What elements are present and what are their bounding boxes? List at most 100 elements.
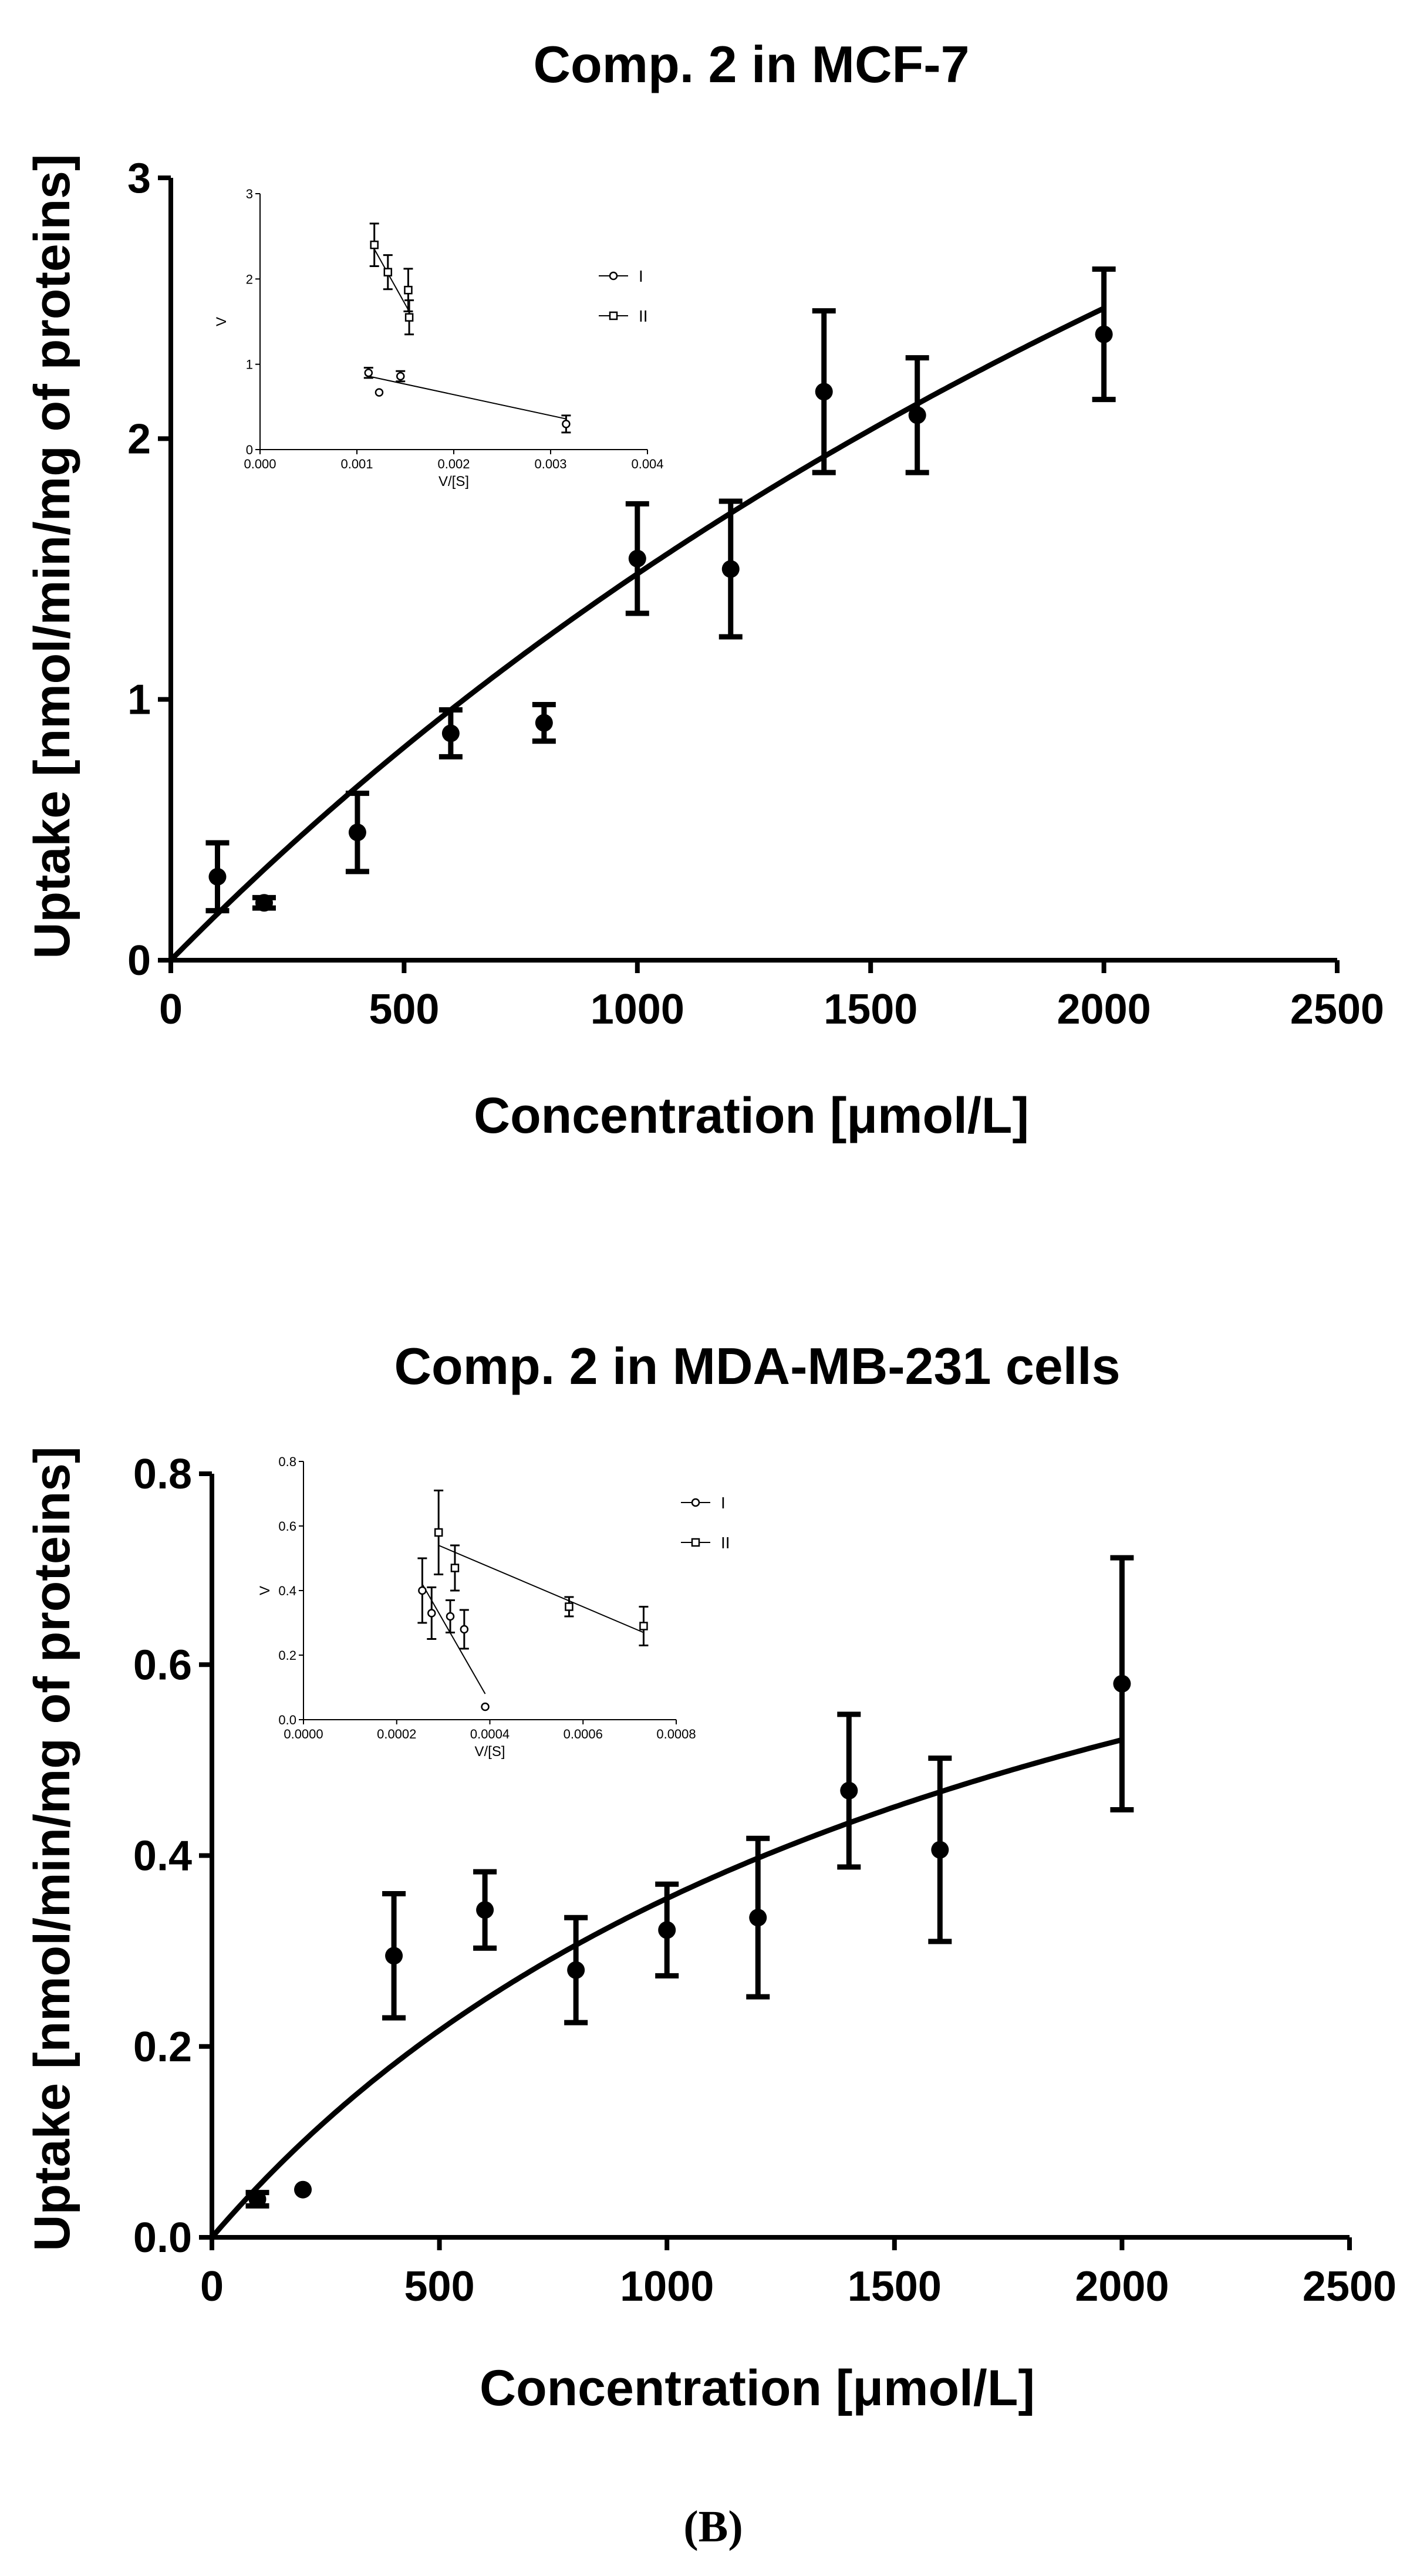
inset-x-tick-label: 0.002 [437, 457, 470, 471]
inset-x-tick-label: 0.0000 [284, 1727, 323, 1741]
inset-marker-circle [481, 1702, 490, 1711]
inset-x-tick-label: 0.0008 [656, 1727, 696, 1741]
x-axis-label: Concentration [μmol/L] [480, 2360, 1035, 2416]
data-point [438, 707, 463, 759]
data-marker [385, 1947, 403, 1965]
inset-marker-circle [427, 1609, 436, 1618]
y-tick-label: 2 [127, 416, 151, 462]
data-point [382, 1891, 406, 2021]
inset-regression-line [373, 248, 410, 312]
inset-x-tick-label: 0.0004 [470, 1727, 510, 1741]
y-tick-label: 3 [127, 155, 151, 202]
inset-regression-line [368, 376, 566, 420]
y-tick-label: 0.4 [133, 1833, 192, 1880]
inset-regression-line [438, 1545, 644, 1633]
data-point [205, 840, 230, 914]
data-point [718, 498, 743, 640]
x-tick-label: 1000 [620, 2263, 714, 2310]
y-tick-label: 0.8 [133, 1451, 192, 1498]
data-marker [628, 549, 646, 568]
data-marks [210, 1555, 1134, 2239]
inset-x-axis-label: V/[S] [438, 474, 469, 489]
y-tick-label: 0.0 [133, 2214, 192, 2261]
inset-y-tick-label: 1 [246, 357, 253, 372]
data-marker [931, 1841, 949, 1859]
x-tick-label: 1500 [848, 2263, 942, 2310]
data-marker [255, 894, 273, 912]
inset-y-tick-label: 0.0 [278, 1713, 296, 1727]
legend-label: I [721, 1494, 726, 1512]
inset-legend-entry: II [681, 1534, 730, 1552]
data-point [1092, 266, 1116, 403]
x-tick-label: 0 [159, 986, 183, 1033]
inset-series-i [417, 1557, 490, 1711]
inset-legend-entry: II [599, 307, 648, 325]
inset-marker-square [639, 1622, 648, 1630]
y-tick-label: 0 [127, 937, 151, 984]
inset-marker-circle [364, 368, 373, 377]
chart-mda-mb-231: Comp. 2 in MDA-MB-231 cells Concentratio… [24, 1337, 1396, 2416]
data-point [746, 1835, 770, 2000]
data-point [1110, 1555, 1134, 1812]
inset-x-tick-label: 0.0002 [377, 1727, 416, 1741]
inset-x-tick-label: 0.000 [244, 457, 276, 471]
inset-marker-square [370, 240, 379, 249]
inset-marker-circle [562, 420, 571, 428]
x-tick-label: 2500 [1290, 986, 1384, 1033]
x-tick-label: 0 [200, 2263, 224, 2310]
inset-marker-square [434, 1528, 443, 1537]
inset-y-tick-label: 0.8 [278, 1454, 296, 1469]
data-point [345, 791, 369, 875]
inset-legend-entry: I [681, 1494, 726, 1512]
data-point [812, 308, 836, 475]
inset-series-i [363, 366, 571, 434]
inset-x-tick-label: 0.0006 [564, 1727, 603, 1741]
data-marker [749, 1909, 767, 1927]
data-marker [441, 724, 460, 742]
data-point [928, 1755, 952, 1944]
legend-marker-circle [691, 1498, 700, 1507]
inset-x-tick-label: 0.004 [631, 457, 663, 471]
x-tick-label: 2000 [1075, 2263, 1169, 2310]
data-point [294, 2180, 312, 2199]
data-point [655, 1881, 679, 1979]
data-marker [294, 2180, 312, 2199]
inset-y-axis-label: V [214, 317, 230, 326]
inset-x-axis-label: V/[S] [474, 1744, 505, 1760]
legend-label: II [639, 307, 648, 325]
data-point [532, 702, 556, 744]
inset-y-tick-label: 0.4 [278, 1584, 296, 1598]
inset-eadie-hofstee-plot: 0.0000 0.0002 0.0004 0.0006 0.0008 0.0 0.2 0.4 0… [257, 1454, 730, 1760]
x-tick-label: 1500 [824, 986, 917, 1033]
x-axis-label: Concentration [μmol/L] [474, 1088, 1029, 1144]
data-marker [208, 867, 227, 886]
data-marker [535, 714, 553, 732]
inset-y-tick-label: 0.2 [278, 1648, 296, 1663]
inset-series-ii [369, 222, 414, 336]
chart-mcf7: Comp. 2 in MCF-7 Concentration [μmol/L] … [24, 35, 1384, 1144]
data-point [837, 1711, 861, 1870]
y-tick-label: 0.6 [133, 1642, 192, 1689]
inset-y-tick-label: 3 [246, 187, 253, 201]
legend-label: I [639, 267, 643, 285]
axes: 0 500 1000 1500 2000 2500 0.0 0.2 0.4 0.6 0.8 [133, 1451, 1396, 2310]
x-tick-label: 2500 [1303, 2263, 1396, 2310]
data-marker [1095, 325, 1113, 343]
data-marker [908, 406, 926, 424]
x-tick-label: 2000 [1057, 986, 1151, 1033]
inset-y-tick-label: 0 [246, 443, 253, 457]
x-tick-label: 500 [404, 2263, 475, 2310]
inset-regression-line [421, 1584, 486, 1694]
inset-y-axis-label: V [257, 1586, 273, 1595]
y-tick-label: 1 [127, 677, 151, 724]
data-marker [658, 1921, 676, 1939]
inset-x-tick-label: 0.001 [340, 457, 373, 471]
legend-marker-square [691, 1538, 700, 1547]
inset-marker-circle [396, 372, 405, 381]
y-axis-label: Uptake [nmol/min/mg of proteins] [24, 154, 80, 958]
data-marker [815, 383, 833, 401]
data-point [245, 2190, 269, 2209]
inset-y-tick-label: 0.6 [278, 1519, 296, 1534]
